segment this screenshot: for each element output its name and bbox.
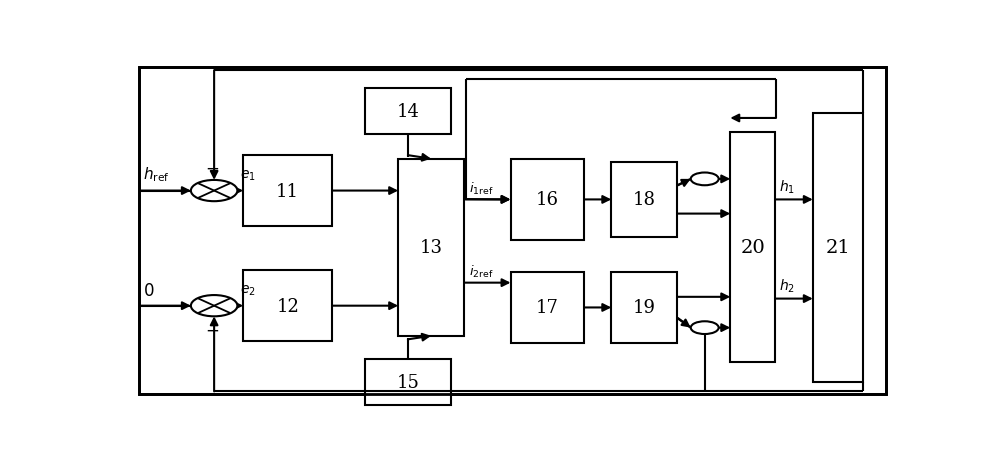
Bar	[365, 359, 450, 405]
Circle shape	[691, 173, 719, 186]
Text: $-$: $-$	[205, 159, 219, 176]
Bar	[511, 273, 584, 343]
Bar	[243, 271, 332, 341]
Circle shape	[191, 180, 237, 202]
Text: 15: 15	[396, 373, 419, 391]
Bar	[611, 163, 677, 237]
Bar	[398, 159, 464, 336]
Text: 14: 14	[396, 103, 419, 121]
Text: 21: 21	[826, 239, 850, 257]
Text: 11: 11	[276, 182, 299, 200]
Bar	[243, 156, 332, 226]
Bar	[611, 273, 677, 343]
Text: $i_{\rm 1ref}$: $i_{\rm 1ref}$	[469, 180, 493, 196]
Text: 13: 13	[420, 239, 443, 257]
Text: $e_2$: $e_2$	[240, 283, 256, 297]
Bar	[730, 133, 775, 363]
Text: 20: 20	[740, 239, 765, 257]
Text: 18: 18	[633, 191, 656, 209]
Text: $h_{\rm ref}$: $h_{\rm ref}$	[143, 165, 169, 184]
Circle shape	[191, 296, 237, 317]
Text: $-$: $-$	[205, 321, 219, 338]
Text: $h_1$: $h_1$	[779, 179, 795, 196]
Text: $e_1$: $e_1$	[240, 168, 256, 182]
Text: 19: 19	[633, 299, 656, 317]
Bar	[365, 89, 450, 134]
Text: $i_{\rm 2ref}$: $i_{\rm 2ref}$	[469, 263, 493, 280]
Text: $h_2$: $h_2$	[779, 277, 795, 295]
Text: 16: 16	[536, 191, 559, 209]
Text: 12: 12	[276, 297, 299, 315]
Circle shape	[691, 322, 719, 334]
Text: 17: 17	[536, 299, 559, 317]
Bar	[813, 113, 863, 382]
Text: $0$: $0$	[143, 282, 154, 299]
Bar	[511, 159, 584, 241]
